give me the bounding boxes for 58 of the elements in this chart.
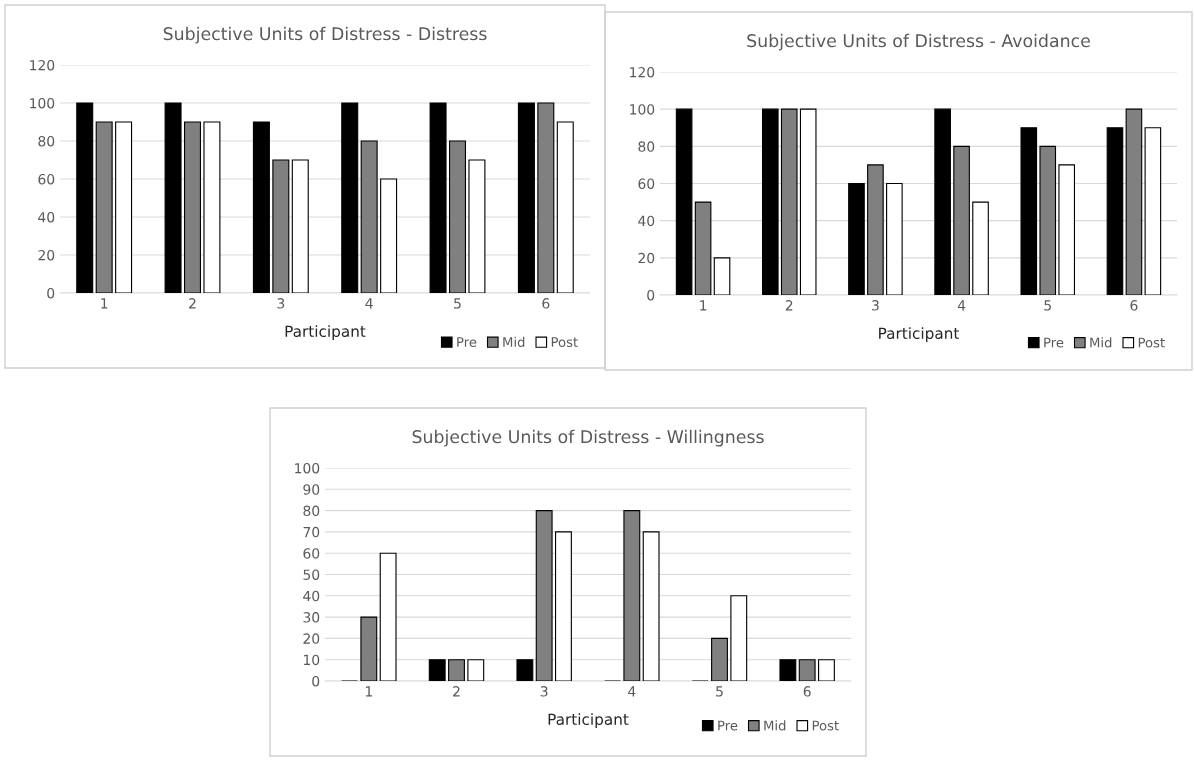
- x-tick-label: 5: [716, 686, 723, 697]
- x-tick-label: 2: [785, 300, 793, 311]
- x-tick-label: 4: [365, 298, 373, 309]
- y-tick-label: 80: [38, 135, 55, 147]
- y-tick-label: 80: [638, 141, 655, 152]
- x-axis-title: Participant: [285, 325, 366, 340]
- y-tick-label: 120: [630, 66, 655, 78]
- y-tick-label: 100: [295, 462, 320, 474]
- y-tick-label: 20: [38, 249, 55, 261]
- x-tick-label: 1: [365, 686, 372, 697]
- legend-label: Mid: [764, 720, 786, 731]
- y-tick-label: 30: [303, 612, 320, 623]
- y-tick-label: 0: [47, 287, 55, 299]
- x-tick-label: 4: [628, 686, 636, 697]
- y-tick-label: 20: [638, 252, 655, 264]
- y-tick-label: 60: [303, 548, 320, 559]
- x-tick-label: 3: [540, 686, 548, 697]
- y-tick-label: 0: [647, 289, 655, 301]
- y-tick-label: 100: [630, 104, 655, 115]
- y-tick-label: 10: [303, 654, 320, 666]
- x-tick-label: 1: [101, 298, 108, 309]
- legend-label: Pre: [457, 337, 477, 347]
- x-tick-label: 5: [1044, 300, 1051, 311]
- x-axis-title: Participant: [548, 713, 629, 728]
- y-tick-label: 100: [30, 97, 55, 109]
- chart-title: Subjective Units of Distress - Distress: [163, 26, 487, 44]
- chart-title: Subjective Units of Distress - Willingness: [412, 429, 764, 447]
- x-tick-label: 2: [189, 298, 196, 309]
- legend-label: Post: [551, 337, 578, 347]
- x-tick-label: 3: [872, 300, 879, 311]
- legend-label: Post: [1138, 337, 1165, 348]
- legend-label: Pre: [718, 720, 738, 731]
- x-tick-label: 2: [453, 686, 460, 697]
- legend-label: Post: [812, 720, 839, 731]
- legend-label: Mid: [503, 336, 525, 347]
- x-tick-label: 5: [454, 298, 461, 309]
- y-tick-label: 90: [303, 484, 320, 495]
- x-tick-label: 1: [700, 300, 707, 311]
- x-tick-label: 6: [1130, 300, 1138, 311]
- y-tick-label: 60: [638, 178, 655, 189]
- y-tick-label: 70: [303, 526, 320, 538]
- y-tick-label: 80: [303, 505, 320, 517]
- y-tick-label: 50: [303, 569, 320, 580]
- x-axis-title: Participant: [879, 327, 960, 342]
- x-tick-label: 6: [542, 298, 550, 309]
- x-tick-label: 6: [803, 686, 811, 697]
- x-tick-label: 3: [277, 298, 285, 309]
- x-tick-label: 4: [957, 300, 966, 311]
- y-tick-label: 0: [312, 675, 320, 687]
- legend-label: Pre: [1044, 337, 1064, 348]
- y-tick-label: 120: [30, 59, 55, 71]
- y-tick-label: 20: [303, 633, 320, 644]
- y-tick-label: 40: [38, 211, 55, 223]
- legend-label: Mid: [1090, 337, 1112, 348]
- y-tick-label: 40: [638, 215, 655, 227]
- y-tick-label: 60: [38, 173, 55, 185]
- y-tick-label: 40: [303, 590, 320, 602]
- chart-title: Subjective Units of Distress - Avoidance: [747, 33, 1090, 51]
